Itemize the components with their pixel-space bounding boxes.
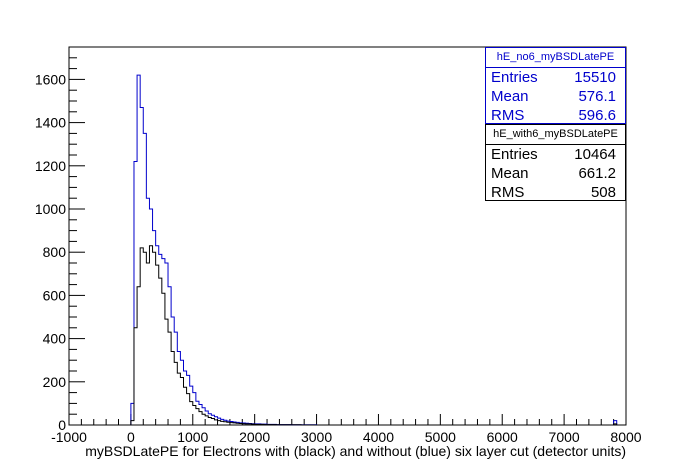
y-tick-label: 200: [43, 374, 67, 390]
stats-rms-row: RMS 596.6: [486, 106, 625, 125]
stats-title: hE_with6_myBSDLatePE: [486, 125, 625, 145]
stats-rms-label: RMS: [491, 184, 525, 201]
stats-entries-row: Entries 10464: [486, 145, 625, 164]
plot-frame: [68, 46, 627, 426]
x-tick-label: 0: [127, 429, 135, 445]
stats-rms-value: 596.6: [578, 107, 616, 124]
y-tick-label: 800: [43, 244, 67, 260]
x-tick-label: 6000: [487, 429, 518, 445]
stats-entries-value: 10464: [574, 146, 616, 163]
series-line-blue: [130, 74, 318, 426]
y-tick-label: 1200: [35, 158, 66, 174]
y-tick-label: 1400: [35, 115, 66, 131]
x-tick-label: 4000: [363, 429, 394, 445]
x-tick-label: 5000: [425, 429, 456, 445]
stats-rms-value: 508: [590, 184, 616, 201]
stats-mean-label: Mean: [491, 88, 529, 105]
y-tick-label: 1600: [35, 71, 66, 87]
stats-entries-label: Entries: [491, 69, 538, 86]
stats-mean-label: Mean: [491, 165, 529, 182]
y-tick-label: 600: [43, 287, 67, 303]
series-extra-bin-blue: [613, 420, 618, 425]
stats-box-with6: hE_with6_myBSDLatePE Entries 10464 Mean 66…: [485, 124, 626, 201]
stats-mean-value: 576.1: [578, 88, 616, 105]
stats-entries-value: 15510: [574, 69, 616, 86]
x-tick-label: 7000: [549, 429, 580, 445]
x-axis-label: myBSDLatePE for Electrons with (black) a…: [85, 443, 626, 459]
y-tick-label: 1000: [35, 201, 66, 217]
x-tick-label: 1000: [177, 429, 208, 445]
stats-entries-row: Entries 15510: [486, 68, 625, 87]
x-tick-label: 2000: [239, 429, 270, 445]
series-line-black: [130, 245, 317, 426]
x-tick-label: 8000: [610, 429, 641, 445]
stats-mean-row: Mean 576.1: [486, 87, 625, 106]
stats-mean-value: 661.2: [578, 165, 616, 182]
stats-box-no6: hE_no6_myBSDLatePE Entries 15510 Mean 576.…: [485, 47, 626, 124]
stats-title: hE_no6_myBSDLatePE: [486, 48, 625, 68]
stats-rms-row: RMS 508: [486, 183, 625, 202]
x-axis: -1000 0 1000 2000 3000 4000 5000 6000 7000 8000: [51, 414, 642, 445]
stats-mean-row: Mean 661.2: [486, 164, 625, 183]
y-tick-label: 400: [43, 331, 67, 347]
y-tick-label: 0: [58, 417, 66, 433]
stats-entries-label: Entries: [491, 146, 538, 163]
x-tick-label: -1000: [51, 429, 87, 445]
y-axis: 0 200 400 600 800 1000 1200 1400 1600: [35, 57, 85, 433]
series-extra-bin-black: [613, 423, 618, 425]
series-layer: [130, 74, 618, 426]
x-tick-label: 3000: [301, 429, 332, 445]
stats-rms-label: RMS: [491, 107, 525, 124]
